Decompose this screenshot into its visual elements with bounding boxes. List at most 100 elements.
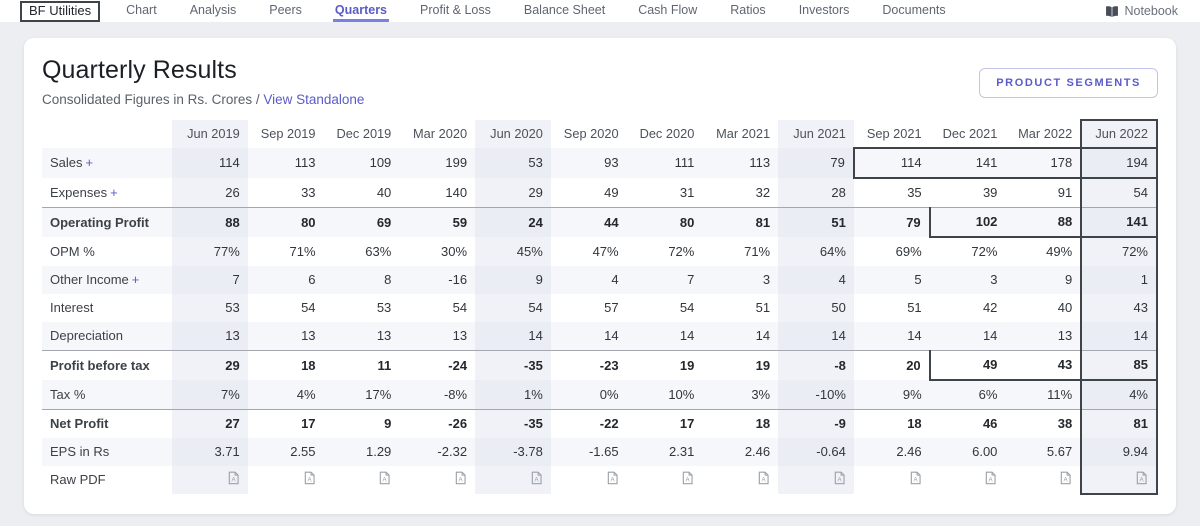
pdf-file-icon: A — [606, 471, 619, 489]
raw-pdf-cell[interactable]: A — [475, 466, 551, 494]
value-cell: 3 — [929, 266, 1006, 294]
value-cell: -23 — [550, 350, 627, 380]
subtitle: Consolidated Figures in Rs. Crores / Vie… — [42, 92, 364, 107]
nav-tab-profit-loss[interactable]: Profit & Loss — [420, 2, 491, 17]
value-cell: 5 — [853, 266, 930, 294]
nav-tab-cash-flow[interactable]: Cash Flow — [638, 2, 698, 17]
expand-row-icon[interactable]: + — [85, 155, 94, 170]
company-name[interactable]: BF Utilities — [20, 0, 101, 22]
column-header: Sep 2019 — [260, 126, 316, 141]
pdf-file-icon: A — [1059, 471, 1072, 489]
value-cell: 141 — [1080, 207, 1158, 238]
value-cell: 1% — [475, 380, 551, 410]
raw-pdf-cell[interactable]: A — [627, 466, 703, 494]
value-cell: 7 — [626, 266, 703, 294]
row-label: Interest — [50, 300, 94, 315]
value-cell: 69% — [895, 243, 922, 259]
raw-pdf-cell[interactable]: A — [854, 466, 930, 494]
expand-row-icon[interactable]: + — [131, 272, 140, 287]
raw-pdf-cell[interactable]: A — [324, 466, 400, 494]
value-cell: 2.55 — [247, 438, 324, 466]
value-cell: 64% — [778, 237, 854, 266]
value-cell: 13 — [323, 322, 400, 351]
nav-tab-analysis[interactable]: Analysis — [189, 2, 237, 17]
value-cell: 0% — [550, 380, 627, 410]
value-cell: -1.65 — [550, 438, 627, 466]
value-cell: 29 — [172, 350, 248, 380]
value-cell: 38 — [1005, 409, 1082, 438]
subtitle-text: Consolidated Figures in Rs. Crores / — [42, 92, 260, 107]
nav-tab-balance-sheet[interactable]: Balance Sheet — [523, 2, 606, 17]
value-cell: 14 — [702, 322, 779, 351]
value-cell: 10% — [626, 380, 703, 410]
raw-pdf-cell[interactable]: A — [399, 466, 475, 494]
column-header: Sep 2020 — [563, 126, 619, 141]
column-header: Dec 2019 — [336, 126, 392, 141]
column-header: Jun 2019 — [172, 120, 248, 148]
value-cell: 140 — [445, 184, 468, 200]
raw-pdf-cell[interactable]: A — [930, 466, 1006, 494]
raw-pdf-cell[interactable]: A — [172, 466, 248, 494]
value-cell: 14 — [475, 322, 551, 351]
value-cell: 69 — [323, 207, 400, 237]
value-cell: 2.46 — [702, 438, 779, 466]
value-cell: -9 — [778, 409, 854, 438]
nav-tabs: Chart Analysis Peers Quarters Profit & Loss B… — [124, 0, 948, 22]
row-label: Tax % — [42, 380, 172, 410]
nav-tab-peers[interactable]: Peers — [269, 2, 302, 17]
value-cell: 194 — [1080, 147, 1158, 179]
value-cell: 53 — [475, 148, 551, 178]
value-cell: 80 — [626, 207, 703, 237]
row-label: Operating Profit — [42, 207, 172, 237]
value-cell: 31 — [679, 184, 695, 200]
raw-pdf-cell[interactable]: A — [702, 466, 778, 494]
nav-tab-documents[interactable]: Documents — [882, 2, 946, 17]
value-cell: 27 — [172, 409, 248, 438]
value-cell: 199 — [399, 148, 476, 178]
table-row: Operating Profit 88 80 69 59 24 44 80 81 51 79 102 8… — [42, 207, 1158, 238]
value-cell: 53 — [376, 300, 392, 315]
raw-pdf-cell[interactable]: A — [248, 466, 324, 494]
value-cell: 9.94 — [1080, 438, 1158, 466]
value-cell: 81 — [702, 207, 779, 237]
table-row: Sales +114 113 109 199 53 93 111 113 79 114 141 178 1… — [42, 147, 1158, 179]
value-cell: 50 — [778, 294, 854, 322]
nav-tab-ratios[interactable]: Ratios — [730, 2, 766, 17]
row-label[interactable]: Expenses + — [50, 184, 118, 200]
value-cell: 17 — [626, 409, 703, 438]
value-cell: -16 — [399, 266, 476, 294]
value-cell: 6.00 — [929, 438, 1006, 466]
value-cell: 19 — [626, 350, 703, 380]
value-cell: 9 — [475, 266, 551, 294]
table-row: EPS in Rs 3.71 2.55 1.29 -2.32 -3.78 -1.65 2.31… — [42, 438, 1158, 466]
value-cell: 13 — [172, 322, 248, 351]
svg-text:A: A — [1064, 477, 1069, 484]
nav-tab-quarters[interactable]: Quarters — [332, 0, 390, 22]
raw-pdf-cell[interactable]: A — [1005, 466, 1081, 494]
row-label: OPM % — [50, 243, 95, 259]
pdf-file-icon: A — [378, 471, 391, 489]
product-segments-button[interactable]: PRODUCT SEGMENTS — [979, 68, 1158, 98]
value-cell: 43 — [1080, 294, 1158, 322]
raw-pdf-cell[interactable]: A — [551, 466, 627, 494]
pdf-file-icon: A — [303, 471, 316, 489]
raw-pdf-cell[interactable]: A — [1080, 466, 1158, 495]
value-cell: 39 — [982, 185, 998, 200]
table-row: Net Profit 27 17 9 -26 -35 -22 17 18 -9 18 46 38 81 — [42, 409, 1158, 438]
row-label[interactable]: Sales + — [42, 148, 172, 178]
view-standalone-link[interactable]: View Standalone — [263, 92, 365, 107]
nav-tab-investors[interactable]: Investors — [798, 2, 850, 17]
notebook-button[interactable]: Notebook — [1105, 4, 1178, 18]
column-header: Mar 2021 — [716, 126, 771, 141]
value-cell: 17 — [247, 409, 324, 438]
value-cell: 111 — [626, 148, 703, 178]
value-cell: 19 — [702, 350, 779, 380]
raw-pdf-cell[interactable]: A — [778, 466, 854, 494]
value-cell: 59 — [399, 207, 476, 237]
row-label[interactable]: Other Income + — [42, 266, 172, 294]
svg-text:A: A — [1139, 476, 1144, 483]
expand-row-icon[interactable]: + — [110, 184, 118, 200]
nav-tab-chart[interactable]: Chart — [126, 2, 157, 17]
pdf-file-icon: A — [530, 471, 543, 489]
svg-text:A: A — [913, 477, 918, 484]
